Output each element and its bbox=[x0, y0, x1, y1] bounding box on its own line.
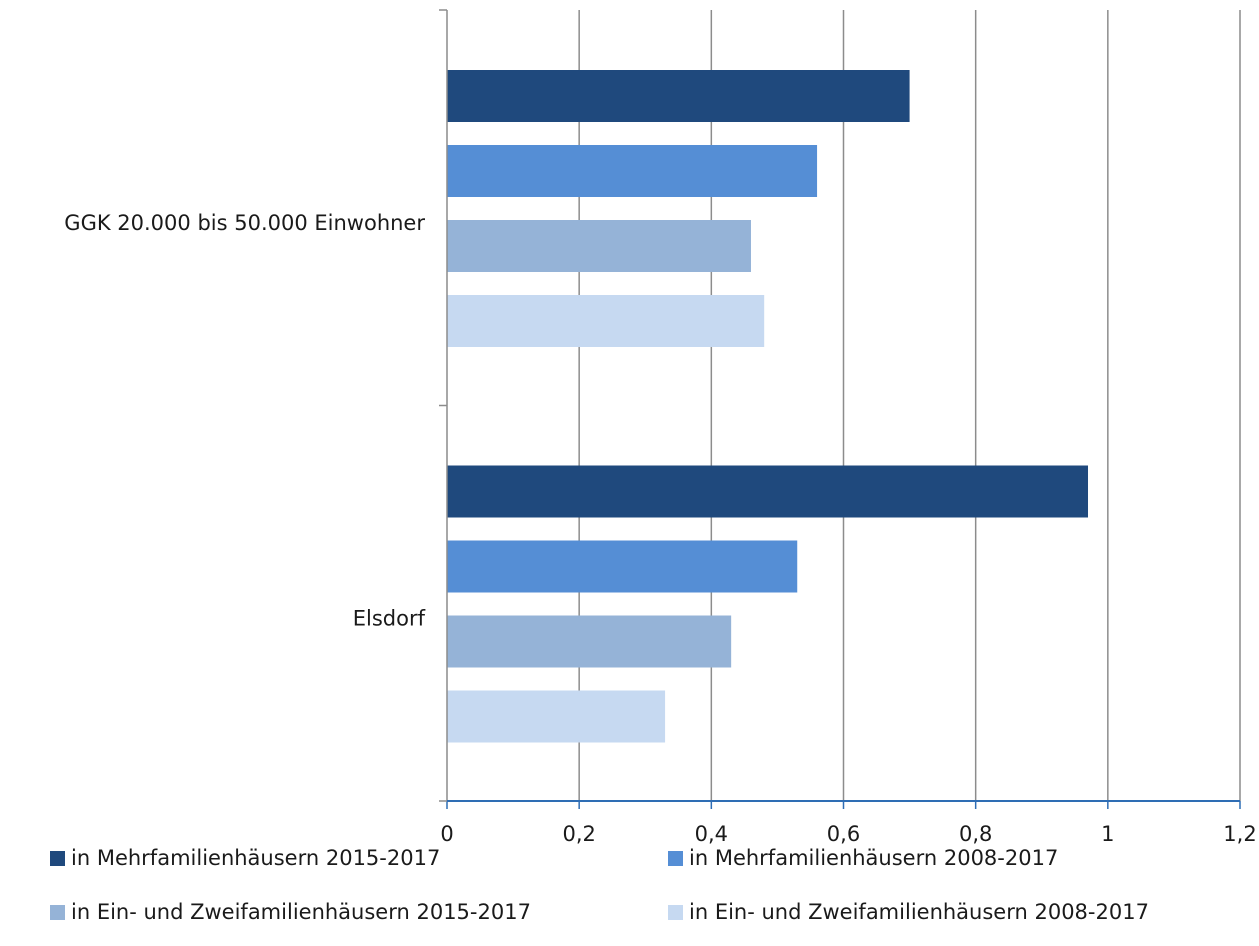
legend-item-1: in Mehrfamilienhäusern 2008-2017 bbox=[668, 846, 1058, 870]
bar-0-3 bbox=[447, 295, 765, 347]
category-label-1: Elsdorf bbox=[353, 606, 426, 630]
legend: in Mehrfamilienhäusern 2015-2017 in Mehr… bbox=[50, 846, 1250, 946]
x-tick-label-4: 0,8 bbox=[959, 822, 992, 846]
x-tick-label-6: 1,2 bbox=[1223, 822, 1256, 846]
bar-chart: 0 0,2 0,4 0,6 0,8 1 1,2 GGK 20.000 bis 50.000 … bbox=[64, 9, 1257, 846]
legend-swatch-0 bbox=[50, 850, 65, 866]
bars bbox=[447, 70, 1089, 743]
x-tick-label-3: 0,6 bbox=[827, 822, 860, 846]
x-tick-label-1: 0,2 bbox=[562, 822, 595, 846]
legend-label-1: in Mehrfamilienhäusern 2008-2017 bbox=[689, 846, 1059, 870]
bar-1-3 bbox=[447, 690, 666, 743]
legend-label-2: in Ein- und Zweifamilienhäusern 2015-201… bbox=[71, 900, 531, 924]
category-label-0: GGK 20.000 bis 50.000 Einwohner bbox=[64, 211, 425, 235]
bar-1-2 bbox=[447, 615, 732, 668]
bar-1-1 bbox=[447, 540, 798, 593]
x-tick-label-5: 1 bbox=[1101, 822, 1114, 846]
legend-swatch-3 bbox=[668, 904, 683, 920]
x-tick-label-2: 0,4 bbox=[695, 822, 728, 846]
bar-1-0 bbox=[447, 465, 1089, 518]
bar-0-1 bbox=[447, 145, 818, 197]
x-tick-label-0: 0 bbox=[440, 822, 453, 846]
legend-item-0: in Mehrfamilienhäusern 2015-2017 bbox=[50, 846, 440, 870]
legend-label-0: in Mehrfamilienhäusern 2015-2017 bbox=[71, 846, 441, 870]
bar-0-0 bbox=[447, 70, 910, 122]
legend-swatch-1 bbox=[668, 850, 683, 866]
legend-item-3: in Ein- und Zweifamilienhäusern 2008-201… bbox=[668, 900, 1149, 924]
axes bbox=[439, 9, 1241, 809]
legend-swatch-2 bbox=[50, 904, 65, 920]
bar-0-2 bbox=[447, 220, 751, 272]
legend-label-3: in Ein- und Zweifamilienhäusern 2008-201… bbox=[689, 900, 1149, 924]
x-tick-labels: 0 0,2 0,4 0,6 0,8 1 1,2 bbox=[440, 822, 1256, 846]
category-labels: GGK 20.000 bis 50.000 Einwohner Elsdorf bbox=[64, 211, 425, 631]
gridlines bbox=[578, 10, 1241, 801]
legend-item-2: in Ein- und Zweifamilienhäusern 2015-201… bbox=[50, 900, 531, 924]
